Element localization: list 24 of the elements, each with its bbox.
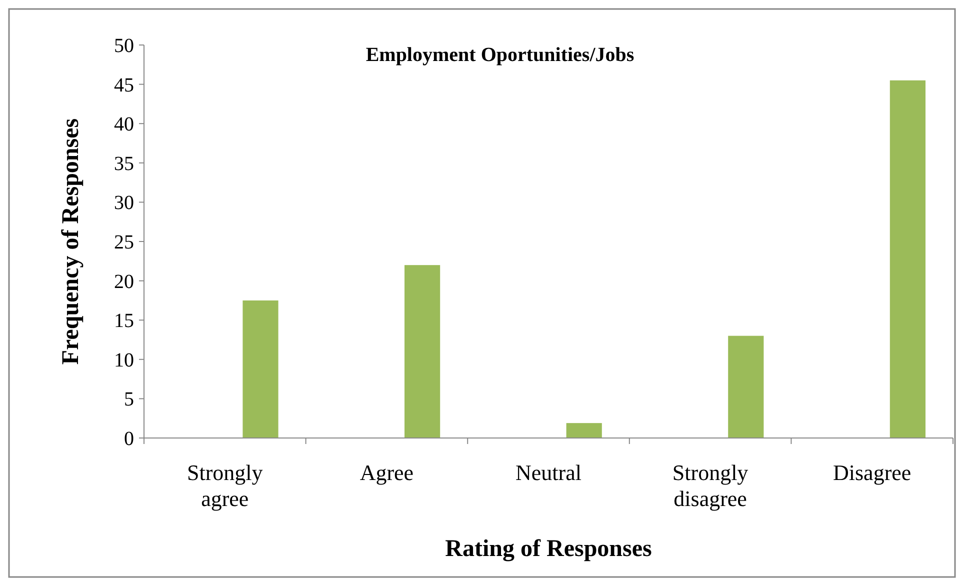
- bar: [890, 80, 926, 438]
- bar: [728, 336, 764, 438]
- y-tick-label: 0: [124, 428, 134, 450]
- y-tick-label: 35: [114, 152, 134, 175]
- x-tick-label: Neutral: [516, 460, 582, 485]
- bar: [566, 423, 602, 438]
- y-tick-label: 50: [114, 35, 134, 57]
- x-tick-label: Strongly disagree: [672, 460, 748, 511]
- y-tick-label: 5: [124, 388, 134, 411]
- x-axis-title: Rating of Responses: [445, 536, 652, 562]
- y-tick-label: 25: [114, 232, 134, 254]
- y-tick-label: 10: [114, 349, 134, 372]
- y-tick-label: 15: [114, 310, 134, 332]
- y-tick-label: 30: [114, 192, 134, 214]
- y-tick-label: 45: [114, 74, 134, 96]
- x-tick-label: Strongly agree: [187, 460, 263, 511]
- bar: [242, 300, 278, 438]
- chart-title: Employment Oportunities/Jobs: [366, 44, 634, 66]
- bar: [404, 265, 440, 438]
- x-tick-label: Disagree: [833, 460, 912, 485]
- y-tick-label: 20: [114, 270, 134, 293]
- y-axis-title: Frequency of Responses: [58, 118, 84, 365]
- y-tick-label: 40: [114, 114, 134, 136]
- x-tick-label: Agree: [360, 460, 414, 485]
